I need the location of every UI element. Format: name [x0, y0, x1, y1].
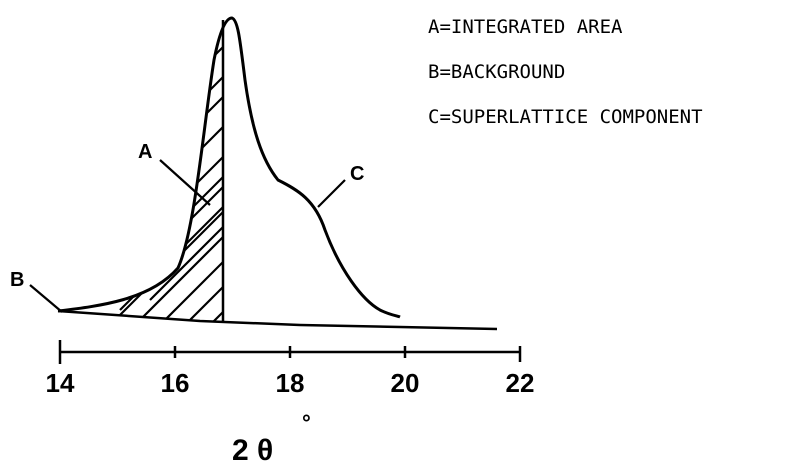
callout-a-label: A	[138, 141, 152, 163]
tick-label-20: 20	[391, 368, 420, 398]
callout-c-label: C	[350, 163, 364, 185]
axis-degree: °	[302, 410, 311, 435]
tick-label-16: 16	[161, 368, 190, 398]
legend-b: B=BACKGROUND	[428, 61, 565, 83]
callout-b-label: B	[10, 269, 24, 291]
x-axis	[58, 340, 522, 364]
tick-label-14: 14	[46, 368, 75, 398]
axis-title: 2 θ	[232, 434, 273, 467]
background-baseline	[57, 309, 498, 331]
diffraction-peak-curve	[57, 16, 401, 319]
callout-b-leader	[29, 284, 63, 313]
legend-a: A=INTEGRATED AREA	[428, 16, 623, 38]
legend-c: C=SUPERLATTICE COMPONENT	[428, 106, 703, 128]
callout-a-leader	[159, 159, 211, 206]
integrated-area-hatch	[94, 18, 232, 323]
callout-c-leader	[317, 179, 346, 208]
tick-label-18: 18	[276, 368, 305, 398]
tick-label-22: 22	[506, 368, 535, 398]
